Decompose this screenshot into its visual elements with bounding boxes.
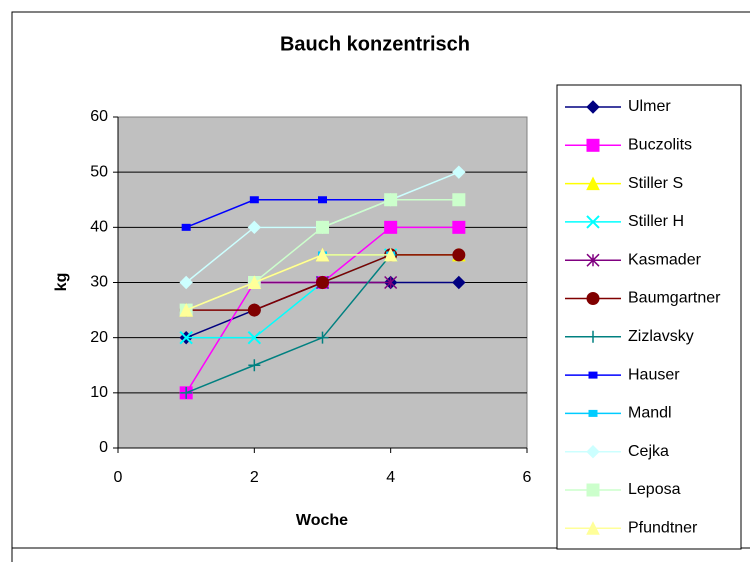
marker [452,220,466,234]
marker [316,220,329,234]
marker [452,248,466,262]
x-tick-label: 6 [523,469,532,486]
legend-label: Buczolits [628,137,692,154]
y-tick-label: 30 [90,274,108,291]
legend-label: Baumgartner [628,290,721,307]
x-tick-label: 4 [386,469,395,486]
legend-label: Cejka [628,443,669,460]
marker [384,275,398,290]
marker [586,215,600,229]
y-tick-label: 0 [99,439,108,456]
marker [318,196,327,204]
marker [586,292,600,305]
legend-label: Kasmader [628,251,702,268]
marker [384,220,398,234]
chart-title: Bauch konzentrisch [280,33,470,55]
legend-label: Ulmer [628,98,671,115]
marker [586,176,600,191]
legend-label: Stiller H [628,213,684,230]
marker [248,359,261,372]
legend-label: Pfundtner [628,520,698,537]
marker [588,371,598,379]
marker [247,330,262,345]
y-tick-label: 10 [90,384,108,401]
marker [315,247,330,262]
marker [586,521,600,535]
series-line [185,254,391,311]
x-tick-label: 0 [114,469,123,486]
legend-label: Zizlavsky [628,328,694,345]
x-axis-label: Woche [296,512,348,529]
y-axis-label: kg [53,273,70,292]
legend-label: Leposa [628,481,681,498]
legend-box [556,84,742,550]
y-tick-label: 60 [90,108,108,125]
marker [588,409,598,417]
marker [179,302,193,317]
marker [452,193,466,207]
marker [383,247,398,262]
marker [180,386,193,399]
marker [452,165,466,179]
legend-label: Hauser [628,366,680,383]
marker [179,275,193,290]
marker [247,275,262,289]
marker [247,220,262,235]
x-tick-label: 2 [250,469,259,486]
marker [384,193,398,207]
y-tick-label: 40 [90,219,108,236]
marker [586,444,600,459]
marker [249,196,259,204]
marker [586,253,600,267]
marker [586,100,600,114]
marker [452,275,466,290]
legend-label: Mandl [628,405,672,422]
marker [181,223,191,231]
y-tick-label: 20 [90,329,108,346]
series-line [185,254,392,394]
marker [247,303,261,317]
marker [179,330,193,345]
marker [586,483,600,497]
legend-label: Stiller S [628,175,683,192]
marker [316,276,329,289]
marker [587,330,599,343]
marker [316,331,329,344]
marker [586,138,600,152]
y-tick-label: 50 [90,163,108,180]
